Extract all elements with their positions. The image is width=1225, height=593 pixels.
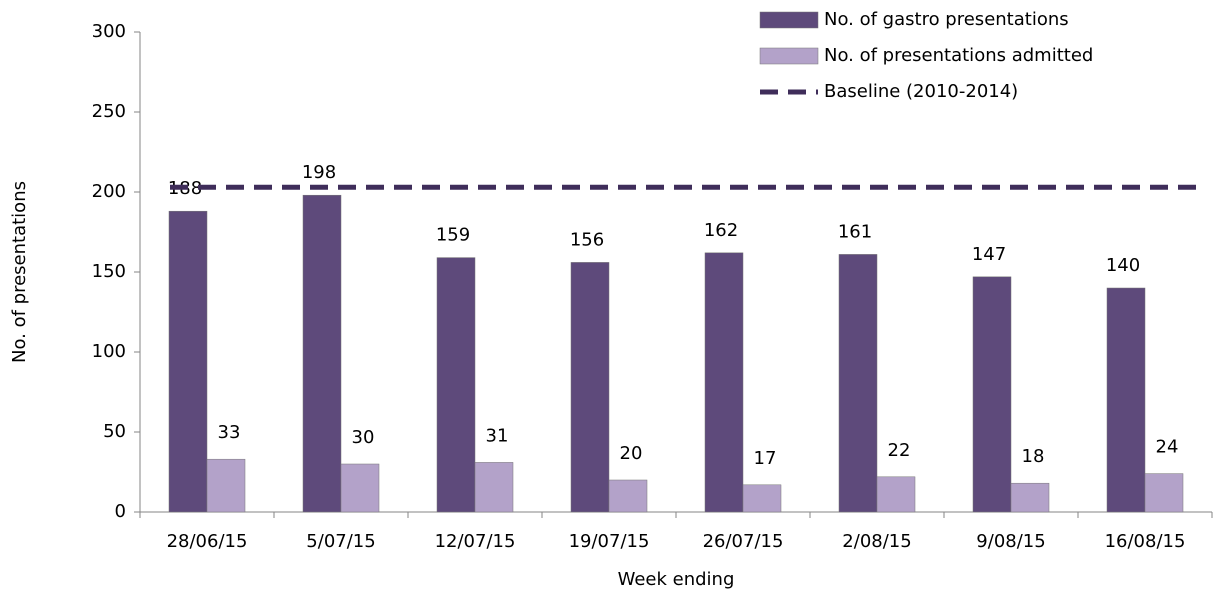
x-tick-label: 2/08/15 bbox=[842, 531, 911, 552]
y-tick-label: 300 bbox=[92, 21, 126, 42]
legend-label: Baseline (2010-2014) bbox=[824, 81, 1018, 102]
bar bbox=[340, 463, 380, 513]
bar bbox=[570, 262, 610, 513]
bar bbox=[474, 462, 514, 513]
x-tick-label: 12/07/15 bbox=[435, 531, 516, 552]
value-label: 20 bbox=[620, 443, 643, 464]
bar bbox=[206, 458, 246, 513]
y-tick-label: 50 bbox=[103, 421, 126, 442]
legend-label: No. of presentations admitted bbox=[824, 45, 1093, 66]
bar bbox=[1010, 482, 1050, 513]
value-label: 159 bbox=[436, 225, 470, 246]
value-label: 33 bbox=[218, 422, 241, 443]
x-tick-label: 26/07/15 bbox=[703, 531, 784, 552]
y-tick-label: 250 bbox=[92, 101, 126, 122]
value-label: 24 bbox=[1156, 437, 1179, 458]
value-label: 161 bbox=[838, 221, 872, 242]
bar bbox=[608, 479, 648, 513]
value-label: 140 bbox=[1106, 255, 1140, 276]
bar bbox=[704, 252, 744, 513]
value-label: 147 bbox=[972, 244, 1006, 265]
bar bbox=[838, 254, 878, 513]
legend-swatch bbox=[759, 47, 819, 65]
bar bbox=[168, 210, 208, 513]
value-label: 162 bbox=[704, 220, 738, 241]
bar bbox=[436, 257, 476, 513]
y-tick-label: 150 bbox=[92, 261, 126, 282]
bar bbox=[876, 476, 916, 513]
y-axis-label: No. of presentations bbox=[9, 181, 30, 363]
value-label: 31 bbox=[486, 425, 509, 446]
y-tick-label: 0 bbox=[115, 501, 126, 522]
x-tick-label: 28/06/15 bbox=[167, 531, 248, 552]
value-label: 18 bbox=[1022, 446, 1045, 467]
x-tick-label: 9/08/15 bbox=[976, 531, 1045, 552]
value-label: 198 bbox=[302, 162, 336, 183]
value-label: 22 bbox=[888, 440, 911, 461]
value-label: 30 bbox=[352, 427, 375, 448]
bar bbox=[1106, 287, 1146, 513]
y-tick-label: 100 bbox=[92, 341, 126, 362]
legend-label: No. of gastro presentations bbox=[824, 9, 1069, 30]
x-tick-label: 5/07/15 bbox=[306, 531, 375, 552]
x-tick-label: 16/08/15 bbox=[1105, 531, 1186, 552]
legend-swatch bbox=[759, 11, 819, 29]
bar bbox=[742, 484, 782, 513]
x-tick-label: 19/07/15 bbox=[569, 531, 650, 552]
bar bbox=[1144, 473, 1184, 513]
bar bbox=[972, 276, 1012, 513]
value-label: 17 bbox=[754, 448, 777, 469]
value-label: 156 bbox=[570, 229, 604, 250]
y-tick-label: 200 bbox=[92, 181, 126, 202]
x-axis-label: Week ending bbox=[618, 569, 735, 590]
bar bbox=[302, 194, 342, 513]
